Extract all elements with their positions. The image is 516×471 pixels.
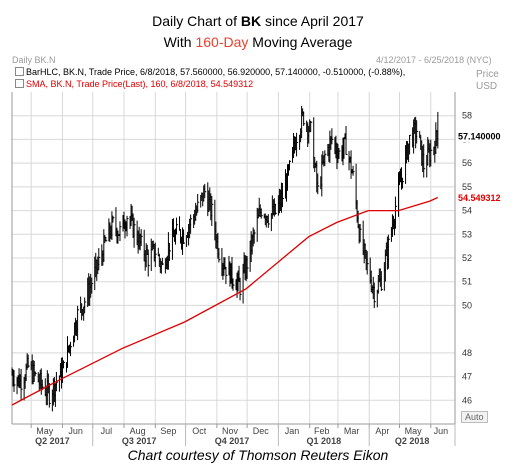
y-tick-label: 51	[462, 277, 472, 287]
auto-scale-button[interactable]: Auto	[461, 411, 488, 423]
price-flags: 57.140000 54.549312	[456, 130, 506, 204]
chart-grid	[12, 92, 455, 424]
x-quarter-label: Q4 2017	[215, 436, 250, 446]
x-month-label: Jun	[68, 426, 83, 436]
x-month-label: Jun	[434, 426, 449, 436]
y-axis-ticks: 464748505152535455565758	[462, 111, 472, 406]
chart-title-line1: Daily Chart of BK since April 2017	[152, 13, 364, 29]
x-month-label: Dec	[253, 426, 270, 436]
price-bars	[11, 106, 439, 412]
x-month-label: Aug	[130, 426, 146, 436]
legend-price-bars[interactable]: BarHLC, BK.N, Trade Price, 6/8/2018, 57.…	[15, 67, 405, 77]
y-tick-label: 48	[462, 348, 472, 358]
y-tick-label: 52	[462, 253, 472, 263]
x-month-label: May	[405, 426, 423, 436]
checkbox-icon	[15, 67, 24, 76]
chart-title-line2: With 160-Day Moving Average	[163, 34, 353, 50]
sma-period-highlight: 160-Day	[195, 34, 249, 50]
x-month-label: Mar	[344, 426, 360, 436]
x-axis: May Jun Jul Aug Sep Oct Nov Dec Jan Feb Mar Apr May J…	[30, 424, 456, 446]
chart-header-daterange: 4/12/2017 - 6/25/2018 (NYC)	[376, 55, 492, 65]
checkbox-icon	[15, 79, 24, 88]
chart-caption: Chart courtesy of Thomson Reuters Eikon	[127, 447, 389, 463]
y-tick-label: 58	[462, 111, 472, 121]
y-tick-label: 53	[462, 229, 472, 239]
last-price-flag: 57.140000	[458, 132, 501, 142]
sma-line	[11, 196, 439, 406]
legend-sma[interactable]: SMA, BK.N, Trade Price(Last), 160, 6/8/2…	[15, 79, 253, 89]
price-axis-unit: USD	[476, 81, 498, 92]
x-month-label: Nov	[222, 426, 239, 436]
x-quarter-label: Q2 2017	[35, 436, 70, 446]
x-month-label: Jul	[101, 426, 113, 436]
y-tick-label: 56	[462, 158, 472, 168]
y-tick-label: 46	[462, 395, 472, 405]
x-quarter-label: Q2 2018	[395, 436, 430, 446]
chart-header-symbol: Daily BK.N	[12, 55, 56, 65]
y-tick-label: 47	[462, 372, 472, 382]
x-quarter-label: Q3 2017	[122, 436, 157, 446]
x-month-label: Apr	[375, 426, 389, 436]
sma-flag-bg	[456, 191, 506, 204]
y-tick-label: 55	[462, 182, 472, 192]
x-month-label: Feb	[314, 426, 330, 436]
x-month-label: Sep	[160, 426, 176, 436]
sma-flag: 54.549312	[458, 193, 501, 203]
x-month-label: Jan	[285, 426, 300, 436]
y-tick-label: 50	[462, 300, 472, 310]
last-price-flag-bg	[456, 130, 506, 143]
y-tick-label: 54	[462, 206, 472, 216]
x-month-label: Oct	[192, 426, 207, 436]
price-axis-label: Price	[476, 69, 499, 80]
x-month-label: May	[36, 426, 54, 436]
x-quarter-label: Q1 2018	[307, 436, 342, 446]
ticker-symbol: BK	[240, 13, 262, 29]
